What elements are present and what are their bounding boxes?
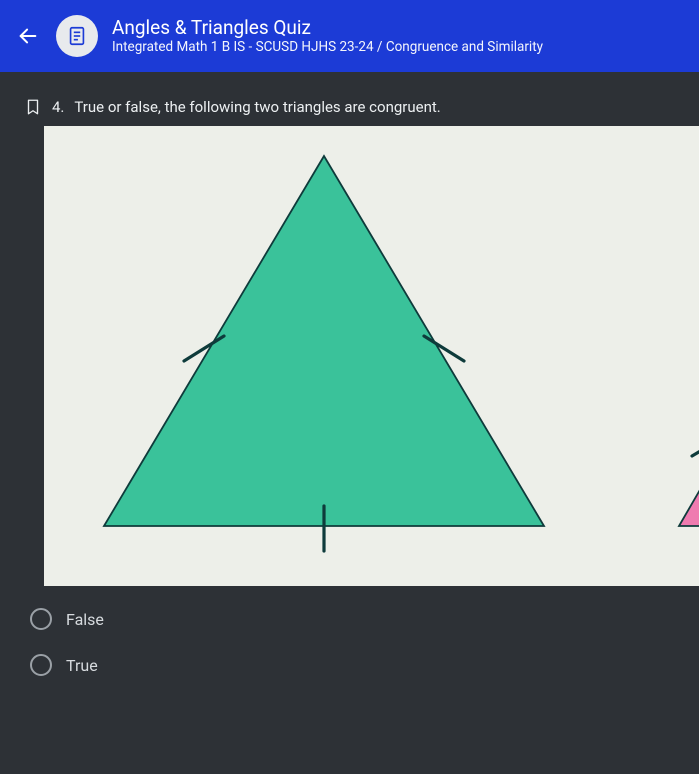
- triangle-2: [679, 376, 699, 526]
- triangles-figure: [44, 126, 699, 586]
- triangle-1: [104, 156, 544, 526]
- figure-area: [44, 126, 699, 586]
- document-list-icon: [66, 25, 88, 47]
- answer-options: False True: [0, 586, 699, 676]
- option-label: False: [66, 610, 104, 629]
- quiz-breadcrumb: Integrated Math 1 B IS - SCUSD HJHS 23-2…: [112, 39, 543, 56]
- quiz-doc-icon: [56, 15, 98, 57]
- question-text: True or false, the following two triangl…: [74, 98, 440, 116]
- tick-mark: [692, 436, 699, 456]
- option-label: True: [66, 656, 98, 675]
- back-button[interactable]: [14, 22, 42, 50]
- quiz-header: Angles & Triangles Quiz Integrated Math …: [0, 0, 699, 72]
- option-false[interactable]: False: [30, 608, 699, 630]
- radio-icon: [30, 608, 52, 630]
- arrow-left-icon: [17, 25, 39, 47]
- question-content: 4. True or false, the following two tria…: [0, 72, 699, 676]
- question-number: 4.: [52, 98, 64, 116]
- quiz-title: Angles & Triangles Quiz: [112, 16, 543, 40]
- option-true[interactable]: True: [30, 654, 699, 676]
- title-block: Angles & Triangles Quiz Integrated Math …: [112, 16, 543, 57]
- question-row: 4. True or false, the following two tria…: [0, 90, 699, 126]
- radio-icon: [30, 654, 52, 676]
- bookmark-icon[interactable]: [24, 98, 42, 116]
